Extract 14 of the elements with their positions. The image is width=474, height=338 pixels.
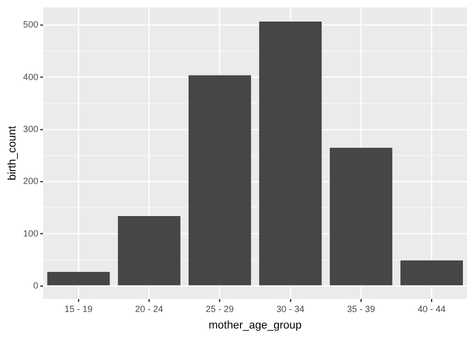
x-tick-label: 40 - 44	[418, 304, 446, 314]
x-tick-label: 30 - 34	[276, 304, 304, 314]
x-axis-title: mother_age_group	[208, 319, 302, 332]
x-tick-label: 35 - 39	[347, 304, 376, 314]
x-tick-label: 15 - 19	[64, 304, 93, 314]
y-tick-label: 200	[23, 176, 38, 186]
y-tick-label: 0	[33, 280, 38, 290]
y-tick-label: 300	[23, 124, 38, 134]
y-tick-label: 100	[23, 228, 38, 238]
x-tick-label: 25 - 29	[206, 304, 234, 314]
y-tick-label: 500	[23, 20, 38, 30]
y-tick-label: 400	[23, 72, 38, 82]
y-axis-title: birth_count	[6, 126, 19, 180]
x-tick-label: 20 - 24	[135, 304, 164, 314]
